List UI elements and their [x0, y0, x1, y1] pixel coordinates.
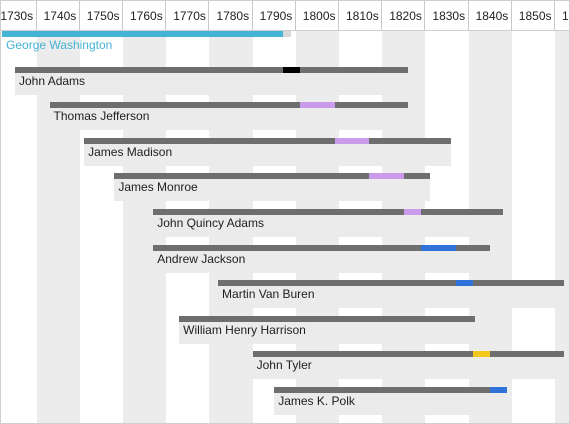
lifespan-bar-john-quincy-adams[interactable]	[153, 209, 504, 215]
axis-tick-1770s: 1770s	[166, 0, 210, 30]
lifespan-bar-james-monroe[interactable]	[114, 173, 430, 180]
lifespan-bar-andrew-jackson[interactable]	[153, 244, 491, 251]
axis-tick-1740s: 1740s	[37, 0, 80, 30]
lifespan-bar-james-k-polk[interactable]	[274, 387, 508, 393]
axis-tick-label: 1840s	[475, 9, 509, 23]
term-segment-james-monroe	[369, 173, 404, 180]
label-box-john-adams[interactable]	[15, 72, 409, 95]
person-label-john-adams[interactable]: John Adams	[19, 73, 86, 88]
term-segment-andrew-jackson	[421, 244, 456, 251]
person-label-john-tyler[interactable]: John Tyler	[256, 358, 312, 373]
person-label-andrew-jackson[interactable]: Andrew Jackson	[157, 251, 246, 266]
axis-tick-label: 1740s	[43, 9, 77, 23]
axis-tick-1860s: 1860s	[555, 0, 570, 30]
person-label-martin-van-buren[interactable]: Martin Van Buren	[222, 287, 315, 302]
axis-tick-1810s: 1810s	[339, 0, 383, 30]
term-segment-john-adams	[282, 66, 301, 73]
lifespan-fill-george-washington	[2, 31, 249, 37]
decade-stripe-1860s	[555, 30, 570, 424]
label-box-james-monroe[interactable]	[114, 179, 430, 202]
label-box-john-quincy-adams[interactable]	[153, 215, 504, 237]
term-segment-james-madison	[334, 137, 370, 144]
term-segment-martin-van-buren	[455, 280, 473, 287]
axis-tick-1780s: 1780s	[209, 0, 253, 30]
label-box-martin-van-buren[interactable]	[218, 286, 564, 309]
axis-tick-label: 1820s	[389, 9, 422, 23]
person-label-george-washington[interactable]: George Washington	[6, 38, 113, 52]
person-label-james-madison[interactable]: James Madison	[88, 144, 173, 159]
lifespan-bar-william-henry-harrison[interactable]	[179, 315, 473, 322]
label-box-andrew-jackson[interactable]	[153, 250, 491, 273]
lifespan-bar-thomas-jefferson[interactable]	[49, 102, 409, 109]
axis-tick-1760s: 1760s	[123, 0, 167, 30]
label-box-james-madison[interactable]	[84, 143, 452, 166]
axis-tick-label: 1860s	[562, 9, 570, 23]
axis-tick-1750s: 1750s	[80, 0, 123, 30]
axis-tick-label: 1850s	[518, 9, 552, 23]
person-label-thomas-jefferson[interactable]: Thomas Jefferson	[53, 109, 150, 124]
term-segment-james-k-polk	[490, 387, 508, 393]
lifespan-bar-john-tyler[interactable]	[252, 351, 564, 358]
axis-tick-1840s: 1840s	[469, 0, 512, 30]
axis-tick-label: 1730s	[0, 9, 34, 23]
term-segment-john-quincy-adams	[403, 209, 422, 215]
person-label-james-k-polk[interactable]: James K. Polk	[278, 394, 355, 408]
person-label-william-henry-harrison[interactable]: William Henry Harrison	[183, 322, 306, 337]
lifespan-bar-martin-van-buren[interactable]	[218, 280, 564, 287]
axis-tick-1820s: 1820s	[382, 0, 426, 30]
axis-tick-label: 1810s	[346, 9, 379, 23]
axis-tick-label: 1760s	[130, 9, 163, 23]
person-label-james-monroe[interactable]: James Monroe	[118, 180, 198, 195]
axis-tick-label: 1780s	[216, 9, 250, 23]
label-box-john-tyler[interactable]	[252, 357, 564, 380]
decade-axis: 1730s 1740s 1750s 1760s 1770s 1780s 1790s 1800s…	[0, 0, 570, 31]
axis-tick-1830s: 1830s	[425, 0, 469, 30]
decade-stripe-1740s	[36, 30, 80, 424]
term-segment-thomas-jefferson	[300, 102, 335, 109]
axis-tick-1800s: 1800s	[296, 0, 339, 30]
axis-tick-label: 1830s	[432, 9, 466, 23]
lifespan-bar-james-madison[interactable]	[84, 137, 452, 144]
term-segment-john-tyler	[472, 351, 491, 358]
person-label-john-quincy-adams[interactable]: John Quincy Adams	[157, 216, 264, 230]
term-segment-william-henry-harrison	[472, 315, 475, 322]
label-box-james-k-polk[interactable]	[274, 393, 508, 415]
axis-tick-1850s: 1850s	[512, 0, 555, 30]
axis-tick-1790s: 1790s	[253, 0, 296, 30]
axis-tick-1730s: 1730s	[0, 0, 37, 30]
axis-tick-label: 1790s	[259, 9, 293, 23]
lifespan-bar-john-adams[interactable]	[15, 66, 409, 73]
term-segment-george-washington	[248, 31, 283, 37]
axis-tick-label: 1800s	[302, 9, 336, 23]
label-box-thomas-jefferson[interactable]	[49, 108, 409, 131]
axis-tick-label: 1770s	[173, 9, 206, 23]
label-box-william-henry-harrison[interactable]	[179, 321, 473, 344]
axis-tick-label: 1750s	[86, 9, 120, 23]
